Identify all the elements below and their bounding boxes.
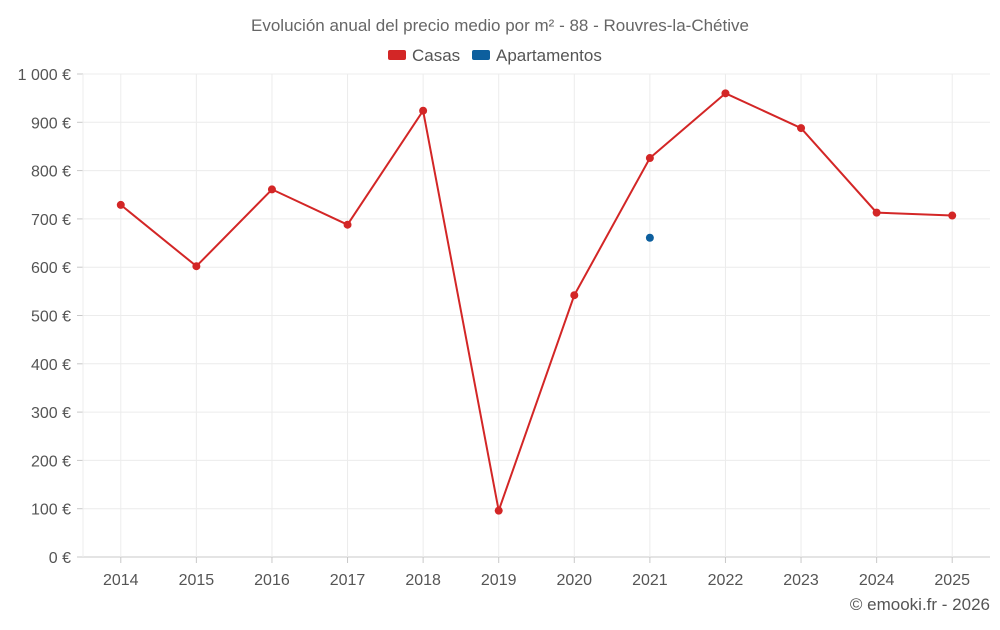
y-tick-label: 700 € [31,212,71,229]
data-point-casas [948,211,957,220]
x-tick-label: 2025 [934,572,970,589]
x-tick-label: 2021 [632,572,668,589]
series-line-casas [120,92,953,515]
data-point-casas [797,124,806,133]
x-tick-label: 2023 [783,572,819,589]
data-point-casas [645,154,654,163]
y-tick-label: 0 € [49,550,71,567]
data-point-casas [494,506,503,515]
x-tick-label: 2024 [859,572,895,589]
data-point-casas [192,262,201,271]
y-tick-label: 500 € [31,309,71,326]
data-point-casas [343,220,352,229]
data-point-casas [570,291,579,300]
data-point-casas [419,106,428,115]
y-tick-label: 900 € [31,115,71,132]
y-tick-label: 200 € [31,453,71,470]
legend-item-apartamentos[interactable]: Apartamentos [472,46,602,65]
x-tick-label: 2022 [708,572,744,589]
legend-label: Apartamentos [496,46,602,65]
data-point-apartamentos [645,233,654,242]
y-tick-label: 600 € [31,260,71,277]
axes: 0 € 100 € 200 € 300 € 400 € 500 € 600 € 700 € 80… [18,67,970,589]
legend[interactable]: Casas Apartamentos [388,46,602,65]
x-tick-label: 2020 [556,572,592,589]
data-point-casas [116,200,125,209]
chart-title: Evolución anual del precio medio por m² … [251,16,749,35]
grid [83,73,990,558]
data-point-casas [872,208,881,217]
x-tick-label: 2019 [481,572,517,589]
x-tick-label: 2016 [254,572,290,589]
legend-label: Casas [412,46,460,65]
y-tick-label: 300 € [31,405,71,422]
x-tick-label: 2017 [330,572,366,589]
data-point-casas [721,89,730,98]
x-tick-label: 2014 [103,572,139,589]
credit-text: © emooki.fr - 2026 [850,595,990,614]
x-tick-label: 2015 [179,572,215,589]
legend-swatch [472,50,490,60]
data-point-casas [267,185,276,194]
y-tick-label: 1 000 € [18,67,71,84]
y-tick-label: 400 € [31,357,71,374]
series [116,89,957,515]
x-tick-label: 2018 [405,572,441,589]
y-tick-label: 800 € [31,164,71,181]
legend-swatch [388,50,406,60]
legend-item-casas[interactable]: Casas [388,46,460,65]
y-tick-label: 100 € [31,502,71,519]
